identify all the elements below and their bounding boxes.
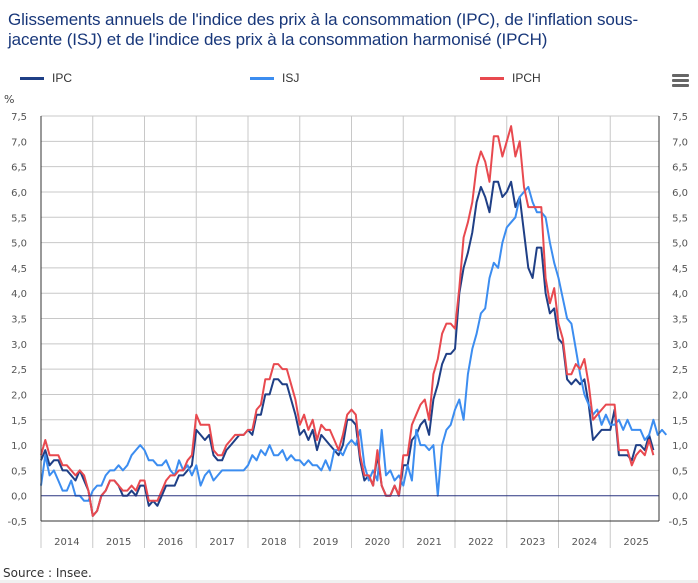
y-tick-label-left: 1,5 <box>11 416 27 427</box>
x-tick-label: 2015 <box>106 537 131 548</box>
x-tick-label: 2016 <box>158 537 183 548</box>
source-note: Source : Insee. <box>3 566 92 580</box>
y-tick-label-right: 3,5 <box>672 315 688 326</box>
legend-label-ipch: IPCH <box>512 71 541 85</box>
y-tick-label-left: 1,0 <box>11 441 27 452</box>
menu-bar <box>672 79 689 82</box>
y-tick-label-right: 6,5 <box>672 163 688 174</box>
y-tick-label-right: 5,5 <box>672 213 688 224</box>
bottom-band <box>0 580 698 583</box>
y-tick-label-right: 1,5 <box>672 416 688 427</box>
y-tick-label-right: 6,0 <box>672 188 688 199</box>
y-tick-label-right: 2,5 <box>672 365 688 376</box>
y-tick-label-right: 4,0 <box>672 289 688 300</box>
y-tick-label-left: 4,5 <box>11 264 27 275</box>
y-tick-label-left: 0,5 <box>11 466 27 477</box>
y-ticks-left: 7,5 7,0 6,5 6,0 5,5 5,0 4,5 4,0 3,5 3,0 2,5 2,0 1,5 1… <box>7 112 27 528</box>
y-axis-unit: % <box>4 93 15 106</box>
x-tick-label: 2017 <box>209 537 234 548</box>
y-tick-label-right: 7,0 <box>672 137 688 148</box>
y-tick-label-left: 4,0 <box>11 289 27 300</box>
y-tick-label-left: 7,5 <box>11 112 27 123</box>
series-line-ipch <box>40 125 655 517</box>
y-tick-label-left: -0,5 <box>7 517 27 528</box>
y-tick-label-left: 3,5 <box>11 315 27 326</box>
y-tick-label-left: 0,0 <box>11 492 27 503</box>
x-tick-label: 2018 <box>261 537 286 548</box>
x-tick-label: 2021 <box>416 537 441 548</box>
y-tick-label-right: 3,0 <box>672 340 688 351</box>
legend-label-ipc: IPC <box>52 71 73 85</box>
series-group <box>40 125 668 517</box>
y-tick-label-right: 4,5 <box>672 264 688 275</box>
y-tick-label-right: 0,0 <box>672 492 688 503</box>
y-tick-label-right: 5,0 <box>672 239 688 250</box>
y-tick-label-left: 7,0 <box>11 137 27 148</box>
series-line-ipc <box>40 180 655 517</box>
legend-swatch-ipc <box>20 76 44 80</box>
y-tick-label-left: 3,0 <box>11 340 27 351</box>
y-ticks-right: 7,5 7,0 6,5 6,0 5,5 5,0 4,5 4,0 3,5 3,0 2,5 2,0 1,5 1… <box>668 112 688 528</box>
hamburger-menu-icon[interactable] <box>672 74 689 88</box>
y-tick-label-right: -0,5 <box>668 517 688 528</box>
y-tick-label-right: 1,0 <box>672 441 688 452</box>
legend-item-ipc[interactable]: IPC <box>20 71 72 85</box>
y-tick-label-left: 2,0 <box>11 390 27 401</box>
x-tick-label: 2020 <box>365 537 390 548</box>
grid <box>40 115 659 548</box>
y-tick-label-right: 0,5 <box>672 466 688 477</box>
y-tick-label-left: 5,5 <box>11 213 27 224</box>
menu-bar <box>672 74 689 77</box>
y-tick-label-left: 6,5 <box>11 163 27 174</box>
chart-title: Glissements annuels de l'indice des prix… <box>8 10 639 49</box>
x-tick-label: 2022 <box>468 537 493 548</box>
x-tick-label: 2014 <box>54 537 79 548</box>
y-tick-label-left: 2,5 <box>11 365 27 376</box>
y-tick-label-right: 2,0 <box>672 390 688 401</box>
y-tick-label-left: 5,0 <box>11 239 27 250</box>
x-tick-label: 2025 <box>623 537 648 548</box>
x-ticks: 2014 2015 2016 2017 2018 2019 2020 2021 2022 2023… <box>54 537 649 548</box>
menu-bar <box>672 84 689 87</box>
legend-item-ipch[interactable]: IPCH <box>480 71 541 85</box>
x-tick-label: 2024 <box>572 537 597 548</box>
legend-swatch-isj <box>250 76 274 80</box>
y-tick-label-right: 7,5 <box>672 112 688 123</box>
series-line-isj <box>40 185 668 502</box>
plot-frame <box>40 116 660 522</box>
legend-swatch-ipch <box>480 76 504 80</box>
legend-label-isj: ISJ <box>282 71 300 85</box>
x-tick-label: 2019 <box>313 537 338 548</box>
x-tick-label: 2023 <box>520 537 545 548</box>
y-tick-label-left: 6,0 <box>11 188 27 199</box>
legend-item-isj[interactable]: ISJ <box>250 71 299 85</box>
